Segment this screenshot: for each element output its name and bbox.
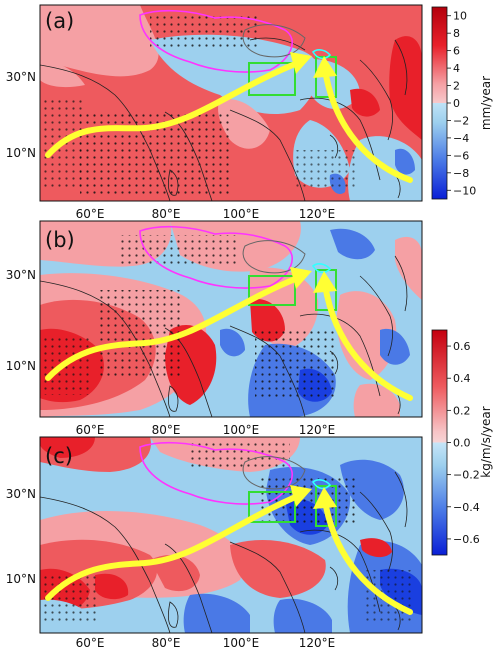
panel-a: (a) 30°N 10°N 60°E 80°E 100°E 120°E — [6, 4, 423, 221]
colorbar-top-tick-label: −4 — [453, 132, 469, 145]
colorbar-bottom-scale — [431, 329, 448, 556]
colorbar-top-tick-label: 4 — [453, 62, 460, 75]
panel-b-lon-tick-120: 120°E — [299, 423, 336, 437]
panel-a-lon-tick-100: 100°E — [223, 207, 260, 221]
panel-c-lat-tick-30: 30°N — [6, 487, 36, 501]
colorbar-bottom-tick-label: −0.6 — [453, 533, 480, 546]
panel-a-field — [40, 5, 422, 201]
colorbar-top: 10 8 6 4 2 0 −2 −4 −6 −8 −10 mm/year — [431, 6, 493, 200]
colorbar-bottom-tick-label: 0.0 — [453, 437, 471, 450]
panel-a-lon-tick-120: 120°E — [299, 207, 336, 221]
colorbar-top-tick-label: −6 — [453, 149, 469, 162]
panel-b: (b) 30°N 10°N 60°E 80°E 100°E 120°E — [6, 220, 423, 437]
colorbar-top-tick-label: 10 — [453, 10, 467, 23]
panel-c-lat-tick-10: 10°N — [6, 572, 36, 586]
colorbar-bottom: 0.6 0.4 0.2 0.0 −0.2 −0.4 −0.6 kg/m/s/year — [431, 329, 493, 556]
panel-b-lat-tick-10: 10°N — [6, 359, 36, 373]
panel-b-field — [40, 221, 422, 417]
colorbar-bottom-tick-label: 0.6 — [453, 340, 471, 353]
panel-b-lon-tick-100: 100°E — [223, 423, 260, 437]
colorbar-bottom-tick-label: 0.2 — [453, 404, 471, 417]
panel-a-frame — [39, 4, 423, 202]
panel-b-frame — [39, 220, 423, 418]
panel-c-lon-tick-80: 80°E — [152, 636, 181, 650]
colorbar-top-tick-label: 8 — [453, 27, 460, 40]
colorbar-top-ticks: 10 8 6 4 2 0 −2 −4 −6 −8 −10 — [447, 10, 476, 197]
colorbar-bottom-unit: kg/m/s/year — [479, 406, 493, 477]
panel-c-frame — [39, 436, 423, 634]
panel-b-lat-tick-30: 30°N — [6, 268, 36, 282]
colorbar-bottom-tick-label: −0.2 — [453, 469, 480, 482]
colorbar-top-tick-label: 6 — [453, 45, 460, 58]
panel-c: (c) 30°N 10°N 60°E 80°E 100°E 120°E — [6, 436, 423, 650]
colorbar-top-tick-label: −10 — [453, 184, 476, 197]
colorbar-top-tick-label: −8 — [453, 167, 469, 180]
panel-c-field — [40, 437, 422, 633]
panel-a-lat-tick-30: 30°N — [6, 70, 36, 84]
panel-a-label: (a) — [45, 9, 74, 33]
panel-b-lon-tick-60: 60°E — [76, 423, 105, 437]
panel-c-lon-tick-120: 120°E — [299, 636, 336, 650]
colorbar-top-tick-label: 2 — [453, 80, 460, 93]
colorbar-bottom-tick-label: −0.4 — [453, 501, 480, 514]
panel-a-lon-tick-80: 80°E — [152, 207, 181, 221]
panel-b-label: (b) — [45, 228, 75, 252]
colorbar-top-scale — [431, 6, 448, 200]
colorbar-top-tick-label: 0 — [453, 97, 460, 110]
colorbar-bottom-tick-label: 0.4 — [453, 372, 471, 385]
colorbar-top-unit: mm/year — [479, 76, 493, 130]
panel-b-lon-tick-80: 80°E — [152, 423, 181, 437]
panel-c-lon-tick-60: 60°E — [76, 636, 105, 650]
colorbar-bottom-ticks: 0.6 0.4 0.2 0.0 −0.2 −0.4 −0.6 — [447, 340, 480, 546]
panel-c-lon-tick-100: 100°E — [223, 636, 260, 650]
panel-c-label: (c) — [45, 444, 73, 468]
panel-a-lat-tick-10: 10°N — [6, 146, 36, 160]
panel-a-lon-tick-60: 60°E — [76, 207, 105, 221]
colorbar-top-tick-label: −2 — [453, 114, 469, 127]
